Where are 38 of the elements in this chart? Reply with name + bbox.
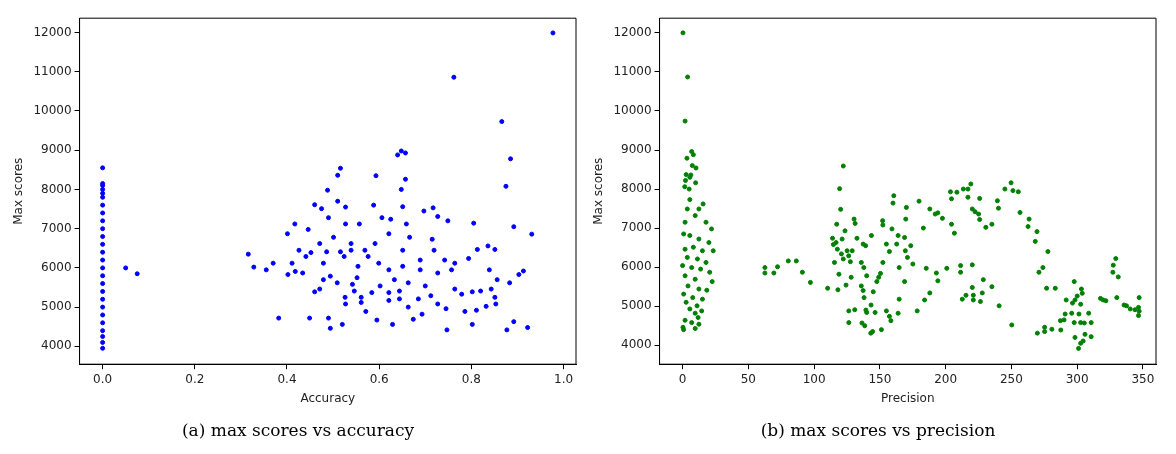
y-tick-label: 9000 bbox=[621, 142, 652, 157]
y-tick-label: 6000 bbox=[41, 260, 72, 275]
y-tick-label: 8000 bbox=[621, 181, 652, 196]
x-tick-label: 200 bbox=[934, 371, 958, 386]
x-tick-label: 300 bbox=[1065, 371, 1089, 386]
x-tick-label: 0 bbox=[678, 371, 687, 386]
y-tick-label: 6000 bbox=[621, 259, 652, 274]
x-tick-label: 0.0 bbox=[93, 371, 113, 386]
y-axis-title: Max scores bbox=[11, 157, 26, 225]
text: (a) max scores vs accuracy bbox=[180, 420, 416, 440]
y-tick-label: 10000 bbox=[613, 103, 652, 118]
y-tick-label: 9000 bbox=[41, 142, 72, 157]
y-tick-label: 8000 bbox=[41, 181, 72, 196]
x-tick-label: 0.2 bbox=[185, 371, 205, 386]
y-tick-label: 4000 bbox=[621, 337, 652, 352]
x-tick-label: 0.6 bbox=[369, 371, 389, 386]
x-tick-label: 0.4 bbox=[277, 371, 297, 386]
y-tick-label: 12000 bbox=[33, 24, 72, 39]
y-tick-label: 10000 bbox=[33, 103, 72, 118]
text: (b) max scores vs precision bbox=[759, 420, 997, 440]
y-axis-title: Max scores bbox=[591, 157, 606, 225]
y-tick-label: 7000 bbox=[621, 220, 652, 235]
y-tick-label: 12000 bbox=[613, 24, 652, 39]
y-tick-label: 4000 bbox=[41, 338, 72, 353]
x-tick-label: 150 bbox=[868, 371, 892, 386]
y-tick-label: 11000 bbox=[613, 64, 652, 79]
y-tick-label: 5000 bbox=[621, 298, 652, 313]
x-tick-label: 350 bbox=[1131, 371, 1155, 386]
y-tick-label: 5000 bbox=[41, 299, 72, 314]
y-tick-label: 7000 bbox=[41, 220, 72, 235]
x-tick-label: 0.8 bbox=[461, 371, 481, 386]
x-tick-label: 1.0 bbox=[554, 371, 574, 386]
x-tick-label: 250 bbox=[999, 371, 1023, 386]
x-tick-label: 100 bbox=[802, 371, 826, 386]
x-axis-title: Precision bbox=[881, 390, 935, 405]
x-axis-title: Accuracy bbox=[300, 390, 356, 405]
x-tick-label: 50 bbox=[740, 371, 756, 386]
y-tick-label: 11000 bbox=[33, 63, 72, 78]
